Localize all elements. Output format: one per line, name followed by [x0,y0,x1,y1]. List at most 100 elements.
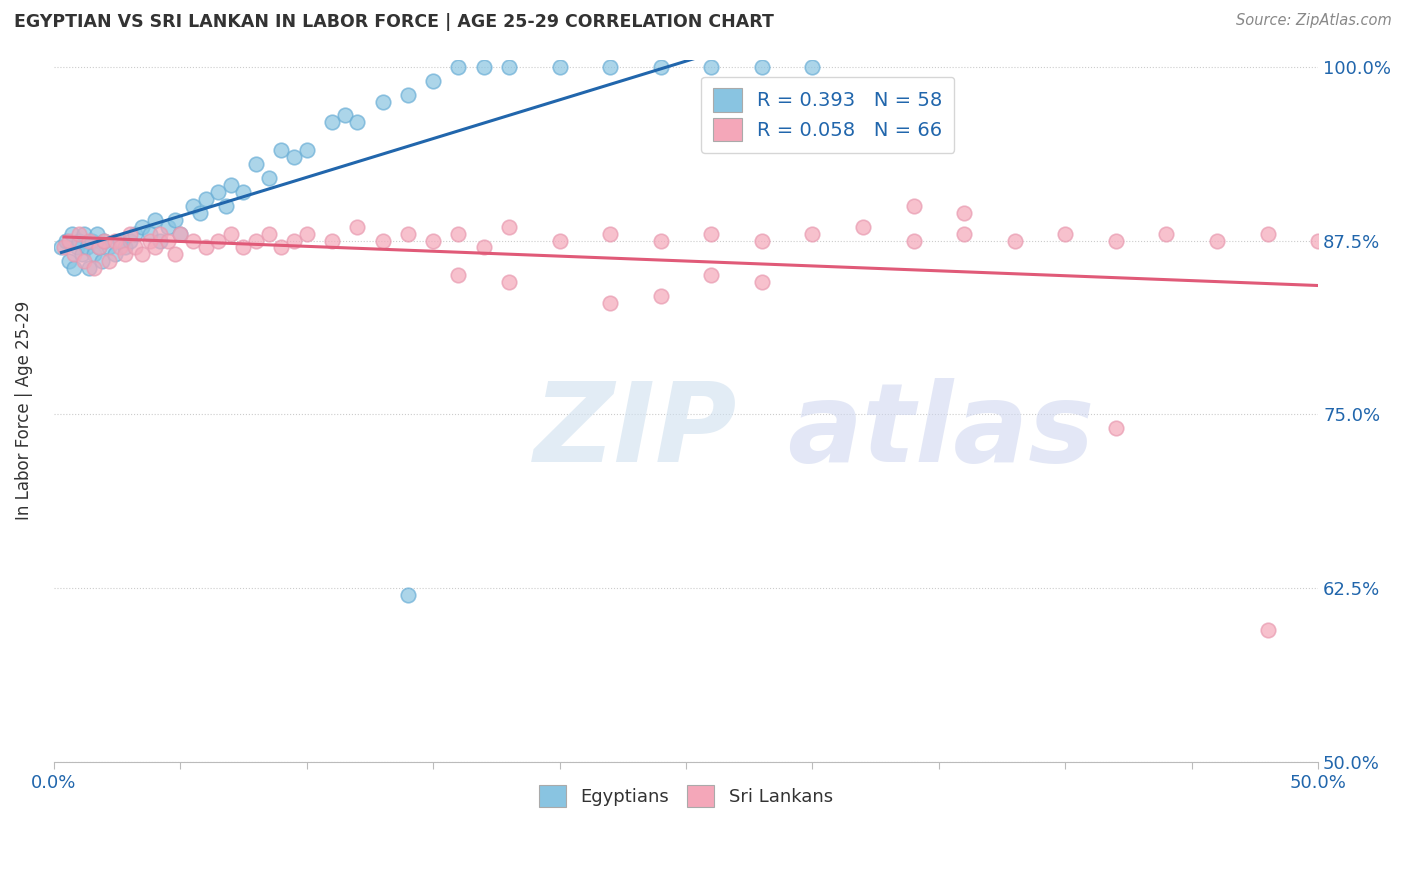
Point [232,185,254,199]
Point [700,268,723,283]
Point [232,240,254,254]
Point [498,60,520,74]
Point [245,234,267,248]
Point [156,219,179,234]
Point [396,87,419,102]
Point [751,60,773,74]
Point [181,199,204,213]
Point [903,234,925,248]
Point [953,227,976,241]
Point [396,227,419,241]
Point [77,261,100,276]
Point [83,261,105,276]
Point [215,199,238,213]
Point [108,234,131,248]
Point [93,234,115,248]
Point [700,60,723,74]
Point [165,247,187,261]
Point [700,227,723,241]
Legend: Egyptians, Sri Lankans: Egyptians, Sri Lankans [530,776,842,816]
Point [219,227,242,241]
Point [73,254,96,268]
Point [333,108,356,122]
Point [156,234,179,248]
Point [257,227,280,241]
Point [169,227,191,241]
Point [270,143,292,157]
Point [650,289,672,303]
Point [1257,623,1279,637]
Point [207,234,229,248]
Point [801,227,824,241]
Point [118,227,141,241]
Point [1308,234,1330,248]
Point [165,212,187,227]
Point [270,240,292,254]
Point [70,247,93,261]
Point [65,240,87,254]
Point [194,240,217,254]
Point [472,60,495,74]
Point [447,268,470,283]
Point [108,240,131,254]
Point [650,60,672,74]
Point [447,60,470,74]
Point [63,247,86,261]
Point [346,219,368,234]
Text: ZIP: ZIP [534,378,738,485]
Point [76,240,98,254]
Point [131,219,153,234]
Point [321,115,343,129]
Point [422,73,444,87]
Point [67,227,90,241]
Point [58,254,80,268]
Point [124,240,146,254]
Point [181,234,204,248]
Point [131,247,153,261]
Point [371,95,394,109]
Point [98,240,121,254]
Point [63,261,86,276]
Point [118,234,141,248]
Point [498,219,520,234]
Point [207,185,229,199]
Point [139,227,162,241]
Point [321,234,343,248]
Point [194,192,217,206]
Point [599,60,621,74]
Point [1054,227,1077,241]
Point [55,234,77,248]
Point [1105,234,1128,248]
Point [103,234,125,248]
Point [447,227,470,241]
Point [103,247,125,261]
Point [149,234,172,248]
Point [801,60,824,74]
Point [498,275,520,289]
Point [114,247,136,261]
Point [52,240,75,254]
Point [86,227,108,241]
Point [51,240,73,254]
Point [903,199,925,213]
Point [58,234,80,248]
Point [98,254,121,268]
Text: atlas: atlas [787,378,1094,485]
Point [548,234,571,248]
Point [599,296,621,310]
Point [396,588,419,602]
Point [599,227,621,241]
Point [169,227,191,241]
Point [114,240,136,254]
Point [1257,227,1279,241]
Point [89,240,111,254]
Point [295,143,318,157]
Point [60,227,83,241]
Point [77,234,100,248]
Point [245,157,267,171]
Point [90,254,112,268]
Point [283,150,305,164]
Point [751,234,773,248]
Point [751,275,773,289]
Point [1156,227,1178,241]
